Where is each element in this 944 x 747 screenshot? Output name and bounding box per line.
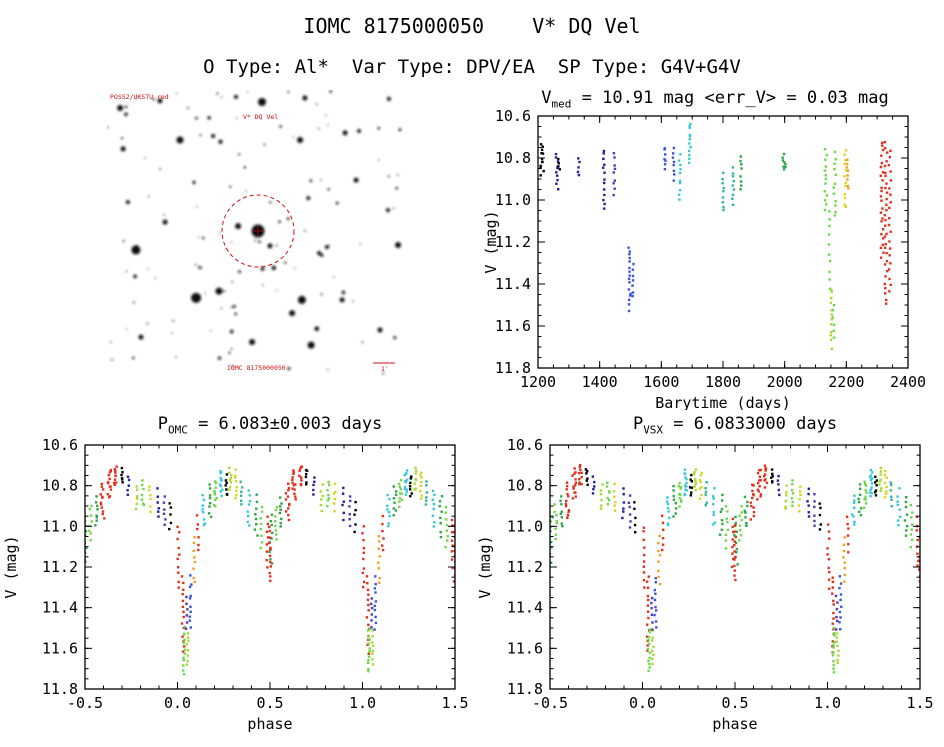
timeseries-plot: 1200 1400 1600 1800 2000 2200 2400 10.6 10.8 11.0… bbox=[482, 108, 926, 410]
svg-text:1200: 1200 bbox=[520, 373, 556, 391]
svg-text:2000: 2000 bbox=[767, 373, 803, 391]
svg-text:11.6: 11.6 bbox=[495, 317, 531, 335]
svg-text:1.5: 1.5 bbox=[441, 694, 468, 712]
svg-text:11.4: 11.4 bbox=[495, 275, 531, 293]
svg-text:11.6: 11.6 bbox=[42, 639, 78, 657]
svg-text:11.4: 11.4 bbox=[507, 599, 543, 617]
svg-text:-0.5: -0.5 bbox=[532, 694, 568, 712]
svg-text:10.8: 10.8 bbox=[42, 477, 78, 495]
svg-text:11.2: 11.2 bbox=[495, 233, 531, 251]
svg-text:11.4: 11.4 bbox=[42, 599, 78, 617]
page-subtitle: O Type: Al* Var Type: DPV/EA SP Type: G4… bbox=[203, 56, 741, 78]
svg-text:V (mag): V (mag) bbox=[2, 535, 20, 598]
svg-text:11.0: 11.0 bbox=[495, 191, 531, 209]
phase-omc-plot-container: -0.5 0.0 0.5 1.0 1.5 10.6 10.8 11.0 11.2 11.4 11.6… bbox=[0, 437, 470, 747]
svg-text:V* DQ Vel: V* DQ Vel bbox=[243, 113, 278, 121]
svg-text:POSS2/UKSTU red: POSS2/UKSTU red bbox=[110, 93, 169, 101]
phase-omc-plot: -0.5 0.0 0.5 1.0 1.5 10.6 10.8 11.0 11.2 11.4 11.6… bbox=[2, 437, 469, 733]
svg-text:11.6: 11.6 bbox=[507, 639, 543, 657]
svg-text:11.8: 11.8 bbox=[495, 359, 531, 377]
svg-text:IOMC 8175000050: IOMC 8175000050 bbox=[227, 364, 286, 372]
finder-chart-image: POSS2/UKSTU red V* DQ Vel IOMC 8175000050 1… bbox=[107, 90, 405, 376]
timeseries-title: Vmed = 10.91 mag <err_V> = 0.03 mag bbox=[541, 88, 889, 111]
phase-omc-title: POMC = 6.083±0.003 days bbox=[157, 414, 383, 437]
svg-text:1800: 1800 bbox=[705, 373, 741, 391]
svg-text:1400: 1400 bbox=[582, 373, 618, 391]
phase-vsx-plot: -0.5 0.0 0.5 1.0 1.5 10.6 10.8 11.0 11.2 11.4 11.6… bbox=[476, 437, 934, 733]
timeseries-plot-container: 1200 1400 1600 1800 2000 2200 2400 10.6 10.8 11.0… bbox=[480, 108, 944, 410]
svg-text:1.0: 1.0 bbox=[349, 694, 376, 712]
svg-text:phase: phase bbox=[712, 715, 757, 733]
svg-text:2200: 2200 bbox=[828, 373, 864, 391]
svg-text:11.2: 11.2 bbox=[507, 558, 543, 576]
svg-text:10.8: 10.8 bbox=[507, 477, 543, 495]
svg-text:10.8: 10.8 bbox=[495, 149, 531, 167]
svg-text:11.8: 11.8 bbox=[42, 680, 78, 698]
svg-text:11.0: 11.0 bbox=[507, 517, 543, 535]
svg-text:10.6: 10.6 bbox=[42, 437, 78, 454]
phase-vsx-plot-container: -0.5 0.0 0.5 1.0 1.5 10.6 10.8 11.0 11.2 11.4 11.6… bbox=[474, 437, 944, 747]
svg-text:0.0: 0.0 bbox=[629, 694, 656, 712]
svg-text:1.0: 1.0 bbox=[814, 694, 841, 712]
phase-vsx-title: PVSX = 6.0833000 days bbox=[632, 414, 838, 437]
svg-text:1.5: 1.5 bbox=[906, 694, 933, 712]
svg-text:Barytime (days): Barytime (days) bbox=[655, 394, 790, 410]
svg-text:0.5: 0.5 bbox=[721, 694, 748, 712]
svg-text:V (mag): V (mag) bbox=[482, 210, 500, 273]
svg-text:phase: phase bbox=[247, 715, 292, 733]
svg-text:11.8: 11.8 bbox=[507, 680, 543, 698]
svg-text:0.5: 0.5 bbox=[256, 694, 283, 712]
svg-text:2400: 2400 bbox=[890, 373, 926, 391]
svg-text:-0.5: -0.5 bbox=[67, 694, 103, 712]
finder-chart: POSS2/UKSTU red V* DQ Vel IOMC 8175000050 1… bbox=[107, 90, 405, 376]
svg-text:0.0: 0.0 bbox=[164, 694, 191, 712]
svg-text:11.2: 11.2 bbox=[42, 558, 78, 576]
svg-text:10.6: 10.6 bbox=[507, 437, 543, 454]
page-title: IOMC 8175000050 V* DQ Vel bbox=[303, 14, 641, 38]
svg-text:1': 1' bbox=[381, 365, 389, 373]
svg-text:10.6: 10.6 bbox=[495, 108, 531, 125]
svg-text:1600: 1600 bbox=[643, 373, 679, 391]
svg-text:11.0: 11.0 bbox=[42, 517, 78, 535]
svg-text:V (mag): V (mag) bbox=[476, 535, 494, 598]
